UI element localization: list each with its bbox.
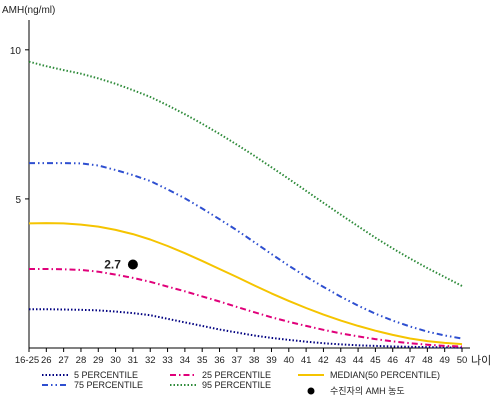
legend-label: 수진자의 AMH 농도 xyxy=(330,386,405,396)
y-ticks: 5 10 xyxy=(10,46,29,206)
x-tick-label: 37 xyxy=(232,355,243,366)
x-tick-label: 36 xyxy=(214,355,225,366)
series-line-95-percentile xyxy=(28,60,463,287)
y-axis-title: AMH(ng/ml) xyxy=(2,5,55,16)
x-tick-label: 49 xyxy=(439,355,450,366)
series-line-5-percentile xyxy=(29,308,463,349)
x-ticks: 16-25 26 27 28 29 30 31 32 33 34 35 36 37 38 39 40 41 42 4… xyxy=(15,348,467,366)
x-tick-label: 47 xyxy=(405,355,416,366)
y-tick-label: 10 xyxy=(10,46,22,57)
series-line-median-50-percentile xyxy=(28,222,463,346)
x-tick-label: 32 xyxy=(145,355,156,366)
patient-point-group: 2.7 xyxy=(104,258,138,272)
legend-label: 95 PERCENTILE xyxy=(202,380,271,390)
legend: 5 PERCENTILE 25 PERCENTILE MEDIAN(50 PERCE… xyxy=(42,370,440,396)
x-tick-label: 41 xyxy=(301,355,312,366)
x-tick-label: 28 xyxy=(76,355,87,366)
x-tick-label: 46 xyxy=(387,355,398,366)
x-tick-label: 44 xyxy=(353,355,364,366)
x-tick-label: 31 xyxy=(128,355,139,366)
series-line-75-percentile xyxy=(29,162,463,340)
x-tick-label: 26 xyxy=(41,355,52,366)
x-tick-label: 42 xyxy=(318,355,329,366)
patient-point-value: 2.7 xyxy=(104,258,121,272)
series-line-25-percentile xyxy=(29,268,463,348)
legend-label: 25 PERCENTILE xyxy=(202,370,271,380)
x-tick-label: 27 xyxy=(58,355,69,366)
patient-point xyxy=(127,259,138,270)
x-axis-title: 나이 xyxy=(471,354,491,367)
x-tick-label: 30 xyxy=(110,355,121,366)
x-tick-label: 34 xyxy=(180,355,191,366)
legend-point-swatch xyxy=(307,387,315,395)
x-tick-label: 33 xyxy=(162,355,173,366)
legend-label: 75 PERCENTILE xyxy=(74,380,143,390)
y-tick-label: 5 xyxy=(15,195,21,206)
x-tick-label: 29 xyxy=(93,355,104,366)
x-tick-label: 39 xyxy=(266,355,277,366)
x-tick-label: 45 xyxy=(370,355,381,366)
legend-label: MEDIAN(50 PERCENTILE) xyxy=(330,370,440,380)
x-tick-label: 16-25 xyxy=(15,355,39,366)
x-tick-label: 38 xyxy=(249,355,260,366)
legend-label: 5 PERCENTILE xyxy=(74,370,138,380)
x-tick-label: 40 xyxy=(284,355,295,366)
x-tick-label: 50 xyxy=(457,355,468,366)
axes: AMH(ng/ml) 나이 xyxy=(2,5,491,367)
x-tick-label: 48 xyxy=(422,355,433,366)
x-tick-label: 35 xyxy=(197,355,208,366)
x-tick-label: 43 xyxy=(335,355,346,366)
series-lines xyxy=(28,60,463,349)
